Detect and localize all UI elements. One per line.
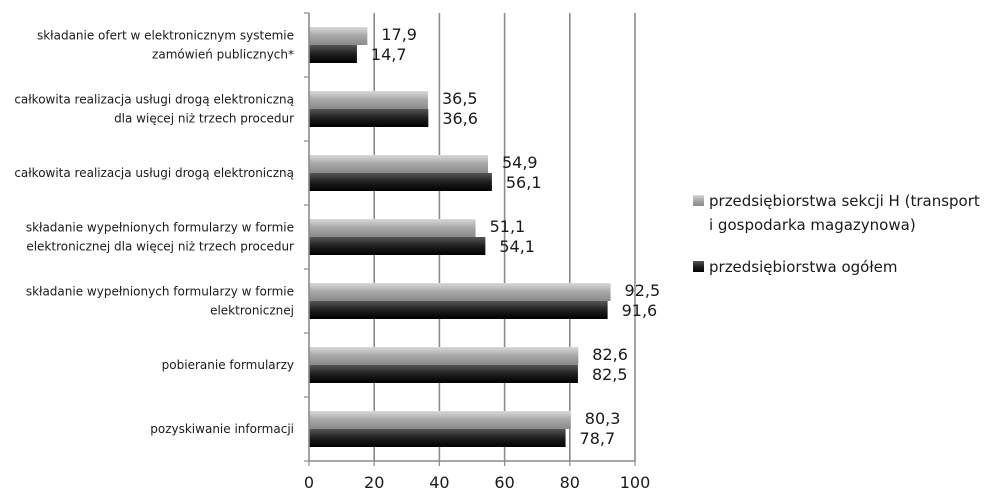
category-label: dla więcej niż trzech procedur — [114, 112, 294, 126]
data-label: 78,7 — [580, 429, 616, 448]
data-label: 36,5 — [442, 89, 478, 108]
x-tick-label: 80 — [560, 473, 580, 492]
category-label: składanie ofert w elektronicznym systemi… — [37, 29, 294, 43]
category-label: całkowita realizacja usługi drogą elektr… — [14, 93, 294, 107]
legend-swatch — [693, 195, 704, 206]
category-label: składanie wypełnionych formularzy w form… — [26, 221, 294, 235]
bars — [309, 27, 611, 447]
bar-sekcja-h — [309, 283, 611, 301]
category-label: zamówień publicznych* — [152, 48, 294, 62]
bar-ogolem — [309, 429, 566, 447]
data-label: 14,7 — [371, 45, 407, 64]
category-label: elektronicznej dla więcej niż trzech pro… — [26, 240, 294, 254]
legend-label: przedsiębiorstwa sekcji H (transport — [709, 192, 980, 210]
bar-sekcja-h — [309, 91, 428, 109]
bar-ogolem — [309, 365, 578, 383]
bar-ogolem — [309, 109, 429, 127]
data-label: 51,1 — [490, 217, 526, 236]
data-label: 80,3 — [585, 409, 621, 428]
data-label: 92,5 — [625, 281, 661, 300]
legend-label: i gospodarka magazynowa) — [709, 216, 916, 234]
x-tick-label: 100 — [620, 473, 651, 492]
data-label: 36,6 — [442, 109, 478, 128]
data-label: 56,1 — [506, 173, 542, 192]
legend: przedsiębiorstwa sekcji H (transport i go… — [693, 192, 980, 276]
bar-sekcja-h — [309, 155, 488, 173]
labels: 0 20 40 60 80 100 17,914,7 składanie ofert w el… — [14, 25, 660, 492]
category-label: elektronicznej — [210, 304, 294, 318]
data-label: 54,9 — [502, 153, 538, 172]
data-label: 82,6 — [592, 345, 628, 364]
axes — [304, 12, 636, 466]
data-label: 91,6 — [622, 301, 658, 320]
data-label: 54,1 — [499, 237, 535, 256]
category-label: pozyskiwanie informacji — [150, 422, 294, 436]
bar-sekcja-h — [309, 27, 368, 45]
category-label: pobieranie formularzy — [162, 358, 294, 372]
x-tick-label: 40 — [429, 473, 449, 492]
category-label: całkowita realizacja usługi drogą elektr… — [14, 166, 294, 180]
category-label: składanie wypełnionych formularzy w form… — [26, 285, 294, 299]
legend-label: przedsiębiorstwa ogółem — [709, 258, 897, 276]
x-tick-label: 20 — [364, 473, 384, 492]
bar-ogolem — [309, 301, 608, 319]
x-tick-label: 60 — [494, 473, 514, 492]
data-label: 17,9 — [381, 25, 417, 44]
legend-swatch — [693, 261, 704, 272]
bar-sekcja-h — [309, 411, 571, 429]
bar-sekcja-h — [309, 219, 476, 237]
x-tick-label: 0 — [304, 473, 314, 492]
data-label: 82,5 — [592, 365, 628, 384]
bar-ogolem — [309, 237, 486, 255]
grid-lines — [373, 13, 636, 461]
bar-sekcja-h — [309, 347, 579, 365]
bar-ogolem — [309, 45, 357, 63]
bar-ogolem — [309, 173, 492, 191]
